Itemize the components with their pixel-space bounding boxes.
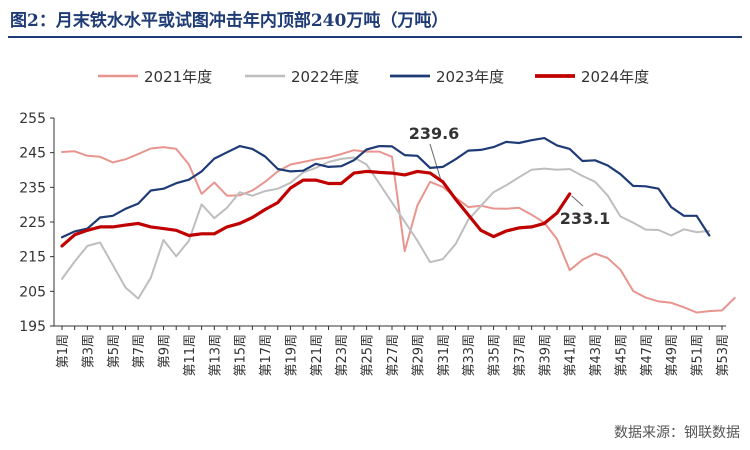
legend-label-0: 2021年度 bbox=[144, 68, 212, 86]
x-tick-label: 第37周 bbox=[513, 334, 528, 377]
source-note: 数据来源：钢联数据 bbox=[614, 425, 740, 441]
chart-title: 图2：月末铁水水平或试图冲击年内顶部240万吨（万吨） bbox=[10, 11, 449, 31]
x-tick-label: 第17周 bbox=[259, 334, 274, 377]
x-tick-label: 第9周 bbox=[158, 334, 173, 368]
legend-label-2: 2023年度 bbox=[436, 68, 504, 86]
series-line-0 bbox=[61, 146, 736, 314]
x-tick-label: 第3周 bbox=[81, 334, 96, 368]
x-tick-label: 第41周 bbox=[564, 334, 579, 377]
x-tick-label: 第7周 bbox=[132, 334, 147, 368]
x-tick-label: 第49周 bbox=[665, 334, 680, 377]
y-tick-label: 215 bbox=[19, 250, 46, 266]
x-tick-label: 第47周 bbox=[640, 334, 655, 377]
x-tick-label: 第27周 bbox=[386, 334, 401, 377]
y-tick-label: 205 bbox=[19, 284, 46, 300]
x-tick-label: 第1周 bbox=[56, 334, 71, 368]
series-line-3 bbox=[60, 169, 572, 248]
annotation-leader-233-1 bbox=[571, 195, 584, 207]
y-tick-label: 195 bbox=[19, 319, 46, 335]
x-tick-label: 第53周 bbox=[716, 334, 731, 377]
x-tick-label: 第33周 bbox=[462, 334, 477, 377]
annotation-label: 239.6 bbox=[409, 124, 460, 143]
y-tick-label: 255 bbox=[19, 111, 46, 127]
x-tick-label: 第11周 bbox=[183, 334, 198, 377]
y-tick-label: 225 bbox=[19, 215, 46, 231]
y-tick-label: 245 bbox=[19, 146, 46, 162]
x-tick-label: 第43周 bbox=[589, 334, 604, 377]
x-tick-label: 第45周 bbox=[614, 334, 629, 377]
series-line-1 bbox=[61, 156, 711, 300]
x-tick-label: 第15周 bbox=[234, 334, 249, 377]
x-tick-label: 第23周 bbox=[335, 334, 350, 377]
legend-label-1: 2022年度 bbox=[291, 68, 359, 86]
annotation-leader-239-6 bbox=[429, 143, 442, 180]
series-line-2 bbox=[60, 137, 711, 239]
y-tick-label: 235 bbox=[19, 180, 46, 196]
x-tick-label: 第19周 bbox=[284, 334, 299, 377]
annotation-label: 233.1 bbox=[560, 209, 611, 228]
legend-label-3: 2024年度 bbox=[581, 68, 649, 86]
x-tick-label: 第25周 bbox=[361, 334, 376, 377]
x-tick-label: 第5周 bbox=[107, 334, 122, 368]
x-tick-label: 第31周 bbox=[437, 334, 452, 377]
x-tick-label: 第29周 bbox=[411, 334, 426, 377]
x-tick-label: 第39周 bbox=[538, 334, 553, 377]
x-tick-label: 第51周 bbox=[691, 334, 706, 377]
x-tick-label: 第13周 bbox=[208, 334, 223, 377]
x-tick-label: 第35周 bbox=[488, 334, 503, 377]
x-tick-label: 第21周 bbox=[310, 334, 325, 377]
title-rule bbox=[8, 36, 742, 38]
